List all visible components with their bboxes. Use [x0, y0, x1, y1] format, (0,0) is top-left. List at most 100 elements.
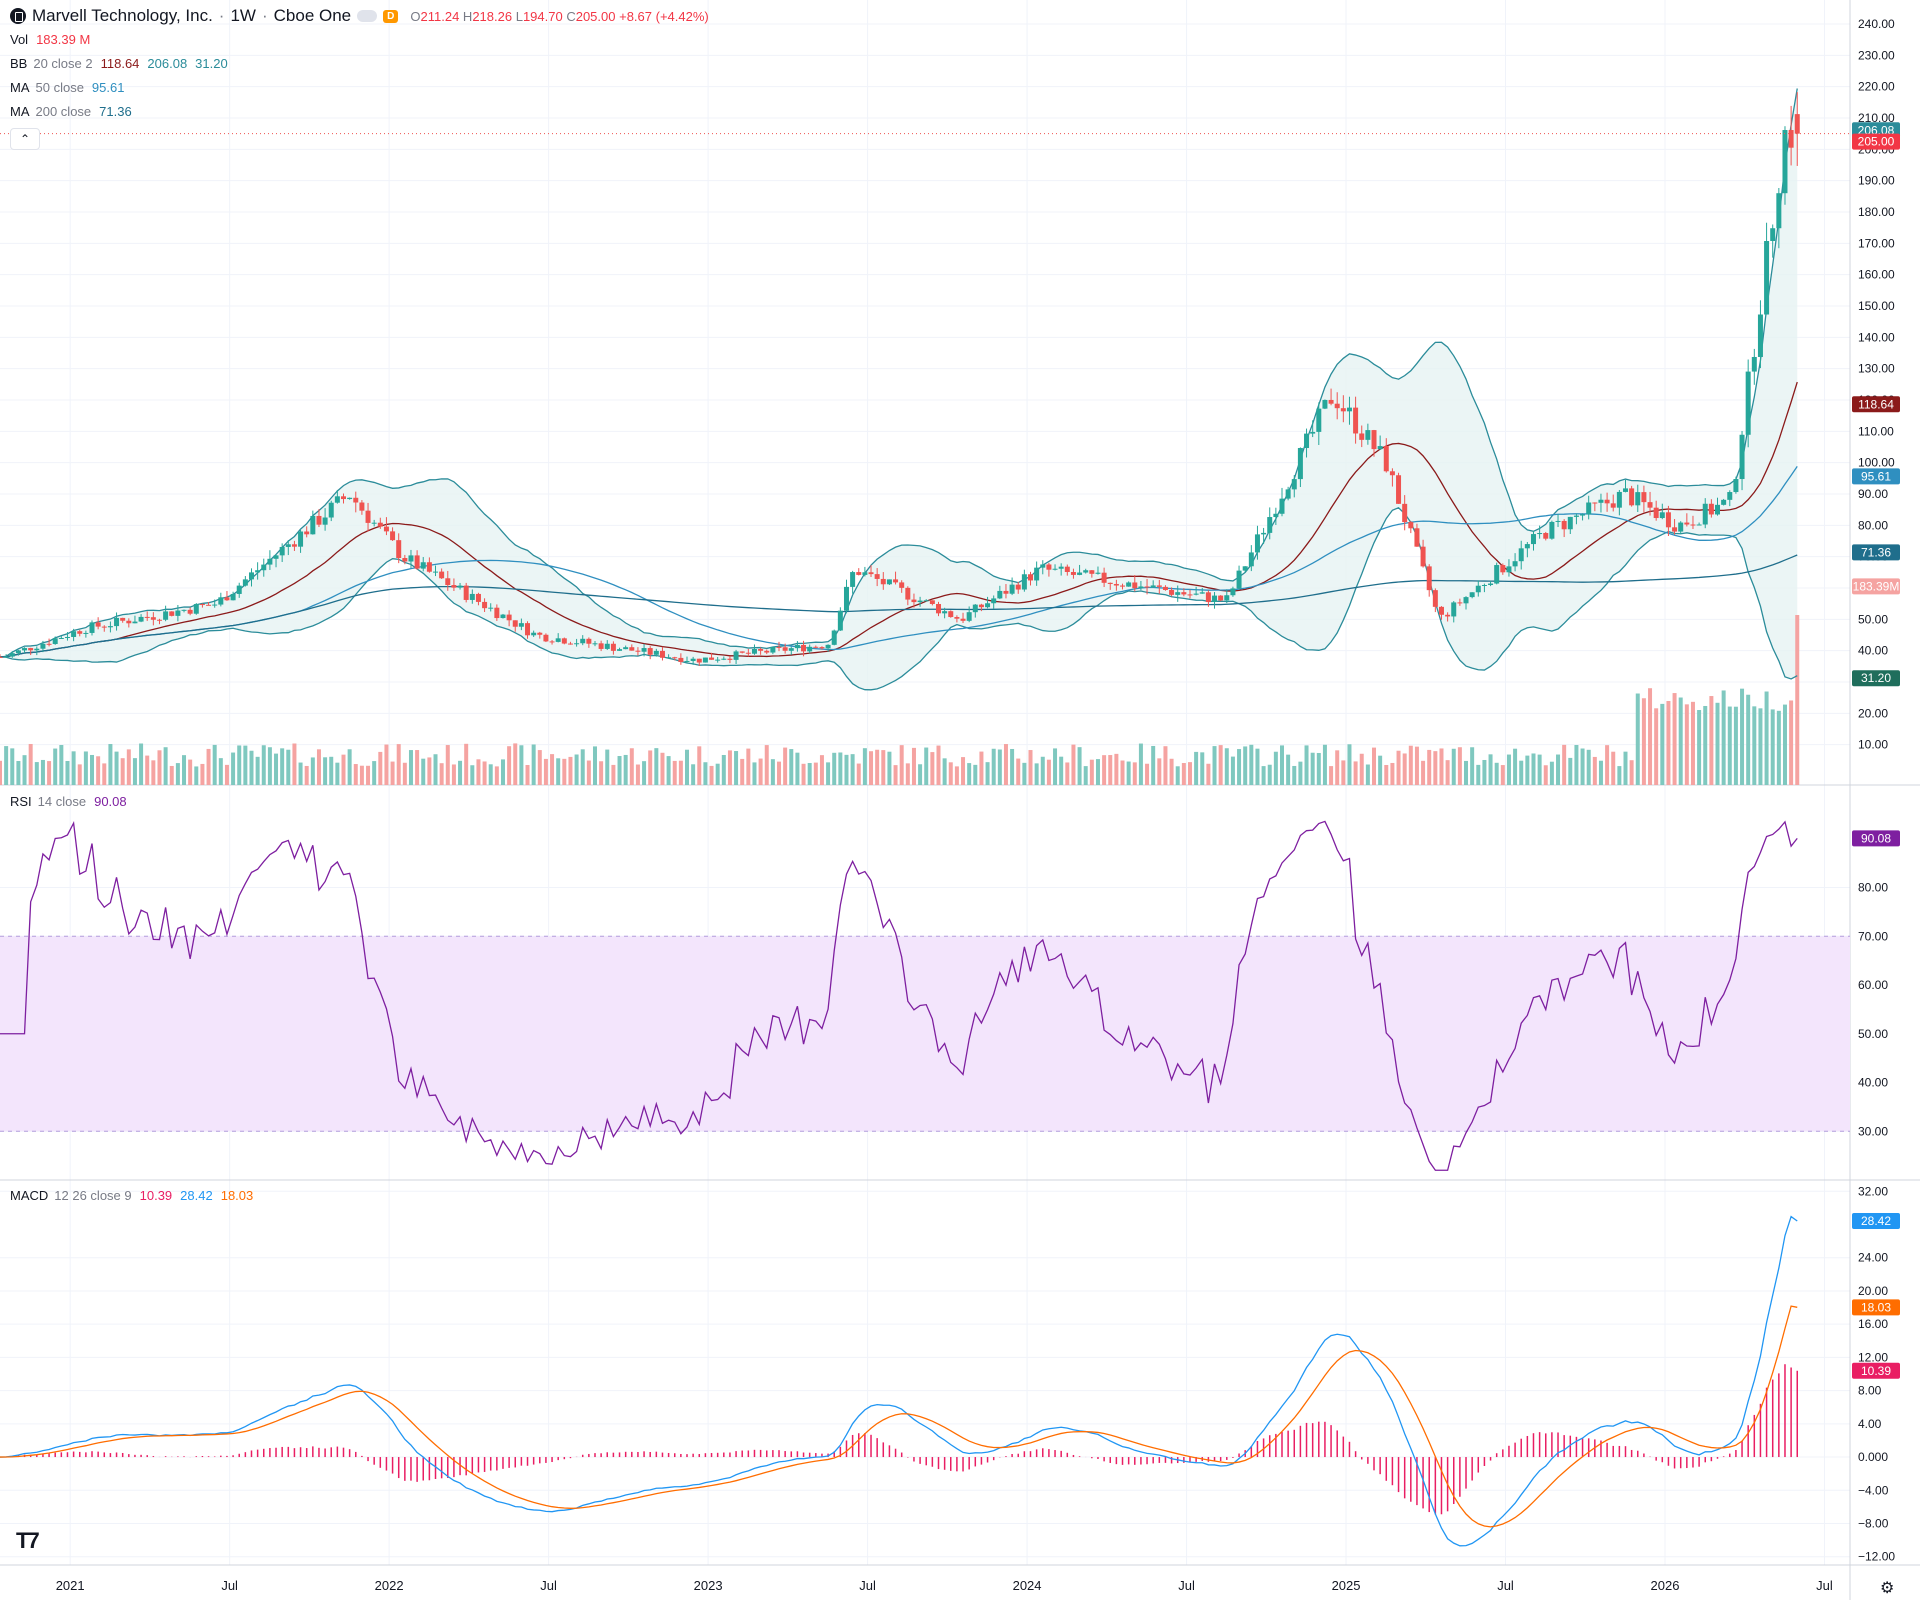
gear-icon[interactable]: ⚙	[1880, 1580, 1895, 1597]
volume-bar	[1611, 751, 1616, 785]
volume-bar	[1390, 762, 1395, 785]
tradingview-logo-icon[interactable]: T7	[16, 1528, 40, 1553]
volume-bar	[617, 756, 622, 785]
volume-bar	[108, 744, 113, 785]
candle-body	[874, 574, 880, 579]
candle-body	[1058, 566, 1064, 569]
volume-bar	[948, 762, 953, 785]
candle-body	[1432, 590, 1438, 607]
candle-body	[236, 585, 242, 594]
candle-body	[1647, 502, 1653, 508]
interval-label[interactable]: 1W	[230, 6, 256, 25]
candle-body	[518, 623, 524, 627]
collapse-legend-button[interactable]: ⌃	[10, 128, 40, 150]
candle-body	[230, 593, 236, 601]
volume-bar	[1451, 748, 1456, 785]
volume-bar	[1120, 760, 1125, 785]
volume-bar	[1402, 753, 1407, 785]
volume-bar	[1114, 753, 1119, 785]
ma50-legend[interactable]: MA 50 close 95.61	[10, 80, 125, 95]
candle-body	[58, 638, 64, 640]
time-axis-label: 2025	[1332, 1578, 1361, 1593]
volume-bar	[415, 750, 420, 785]
volume-bar	[746, 748, 751, 785]
candle-body	[684, 660, 690, 662]
market-status-icon	[357, 10, 378, 22]
time-axis-label: Jul	[1816, 1578, 1833, 1593]
volume-bar	[224, 764, 229, 785]
volume-bar	[47, 761, 52, 785]
volume-bar	[286, 749, 291, 785]
time-axis-label: Jul	[859, 1578, 876, 1593]
rsi-legend[interactable]: RSI 14 close 90.08	[10, 794, 127, 809]
volume-bar	[316, 749, 321, 785]
volume-bar	[1648, 688, 1653, 785]
candle-body	[1610, 503, 1616, 508]
volume-bar	[1065, 762, 1070, 785]
candle-body	[304, 531, 310, 535]
volume-bar	[1672, 693, 1677, 785]
candle-body	[868, 572, 874, 575]
macd-legend[interactable]: MACD 12 26 close 9 10.39 28.42 18.03	[10, 1188, 254, 1203]
candle-body	[1377, 446, 1383, 450]
bb-legend[interactable]: BB 20 close 2 118.64 206.08 31.20	[10, 56, 228, 71]
volume-bar	[556, 758, 561, 785]
volume-bar	[543, 758, 548, 785]
volume-bar	[1138, 743, 1143, 785]
candle-body	[1543, 533, 1549, 539]
candle-body	[1451, 602, 1457, 617]
candle-body	[1064, 566, 1070, 573]
candle-body	[960, 618, 966, 621]
volume-bar	[1408, 745, 1413, 785]
volume-bar	[893, 765, 898, 785]
candle-body	[316, 515, 322, 525]
candle-body	[181, 609, 187, 611]
time-axis-label: Jul	[540, 1578, 557, 1593]
candle-body	[506, 614, 512, 621]
candle-body	[46, 643, 52, 645]
volume-bar	[1194, 751, 1199, 785]
candle-body	[1101, 572, 1107, 583]
volume-bar	[856, 763, 861, 785]
volume-bar	[188, 759, 193, 785]
candle-body	[420, 562, 426, 569]
volume-bar	[1034, 763, 1039, 785]
volume-bar	[1782, 704, 1787, 785]
candle-body	[1659, 512, 1665, 519]
candle-body	[1273, 513, 1279, 518]
volume-bar	[1169, 758, 1174, 785]
volume-bar	[28, 743, 33, 785]
volume-legend[interactable]: Vol 183.39 M	[10, 32, 91, 47]
candle-body	[1199, 592, 1205, 594]
volume-bar	[439, 763, 444, 785]
price-axis-label: 140.00	[1858, 330, 1895, 344]
candle-body	[402, 558, 408, 562]
volume-bar	[157, 750, 162, 785]
volume-bar	[537, 750, 542, 785]
volume-bar	[145, 755, 150, 785]
candle-body	[1622, 488, 1628, 492]
ma200-legend[interactable]: MA 200 close 71.36	[10, 104, 132, 119]
volume-bar	[721, 754, 726, 785]
volume-bar	[1040, 756, 1045, 785]
time-axis-label: 2024	[1013, 1578, 1042, 1593]
volume-bar	[1752, 706, 1757, 785]
volume-bar	[1715, 702, 1720, 785]
candle-body	[1009, 584, 1015, 594]
candle-body	[604, 643, 610, 649]
volume-bar	[71, 751, 76, 785]
candle-body	[1561, 520, 1567, 530]
volume-bar	[734, 751, 739, 785]
candle-body	[1488, 583, 1494, 586]
volume-bar	[83, 751, 88, 785]
candle-body	[531, 632, 537, 636]
macd-axis-label: 16.00	[1858, 1317, 1888, 1331]
candle-body	[77, 631, 83, 634]
volume-bar	[427, 757, 432, 785]
macd-axis-label: 20.00	[1858, 1284, 1888, 1298]
volume-bar	[126, 749, 131, 785]
volume-bar	[1341, 760, 1346, 785]
symbol-legend[interactable]: Marvell Technology, Inc. · 1W · Cboe One…	[10, 6, 709, 26]
candle-body	[1015, 584, 1021, 590]
